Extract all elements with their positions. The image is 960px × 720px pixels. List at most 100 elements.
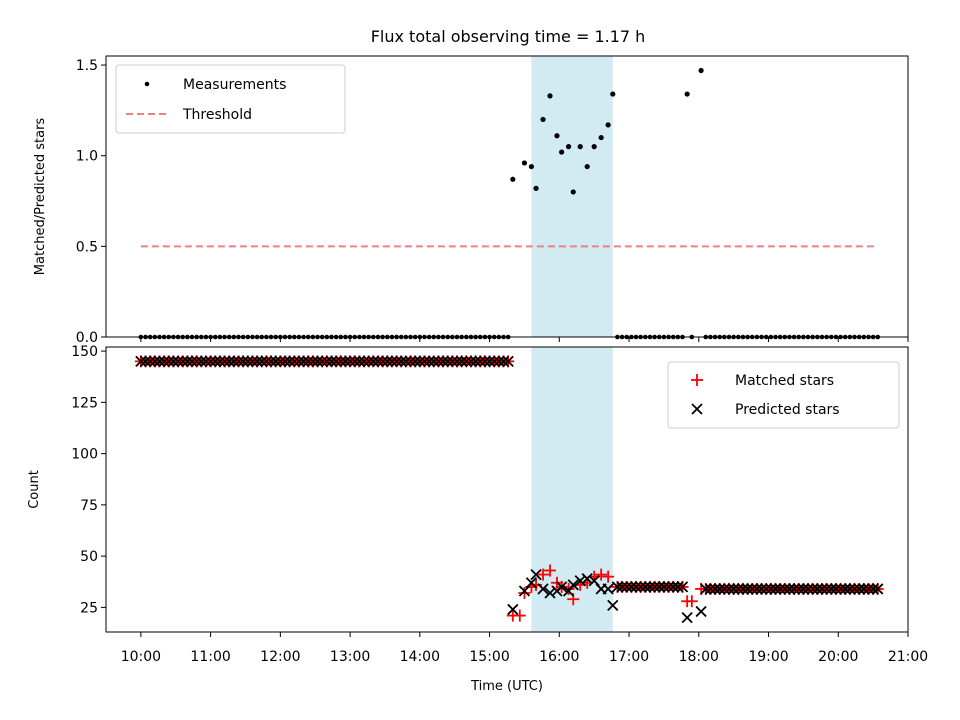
predicted-point bbox=[251, 355, 263, 367]
predicted-point bbox=[525, 577, 538, 589]
predicted-point bbox=[177, 355, 189, 367]
count-y-ticks: 25 50 75 100 125 150 bbox=[71, 344, 106, 616]
predicted-point bbox=[242, 355, 254, 367]
predicted-point bbox=[607, 599, 619, 611]
count-y-tick-label: 100 bbox=[71, 447, 98, 463]
ratio-y-ticks: 0.0 0.5 1.0 1.5 bbox=[76, 58, 106, 346]
predicted-point bbox=[265, 355, 277, 367]
ratio-x-ticks bbox=[140, 337, 909, 342]
measurement-point bbox=[547, 93, 553, 99]
predicted-point bbox=[423, 355, 435, 367]
predicted-point bbox=[700, 583, 712, 595]
measurement-point bbox=[521, 160, 528, 166]
predicted-point bbox=[648, 581, 661, 593]
predicted-point bbox=[135, 355, 147, 367]
measurement-point bbox=[598, 134, 604, 141]
ratio-y-tick-label: 0.5 bbox=[76, 239, 98, 255]
predicted-point bbox=[616, 581, 628, 593]
predicted-point bbox=[270, 355, 282, 367]
predicted-point bbox=[844, 583, 856, 595]
count-legend-box bbox=[667, 361, 900, 429]
time-x-tick-label: 14:00 bbox=[400, 649, 440, 665]
predicted-point bbox=[544, 587, 556, 599]
predicted-point bbox=[344, 355, 356, 367]
count-panel: 25 50 75 100 125 150 10:00 11:00 12:00 13:00 14:0… bbox=[27, 344, 928, 694]
predicted-point bbox=[737, 583, 749, 595]
predicted-point bbox=[200, 355, 212, 367]
matched-point bbox=[685, 595, 698, 608]
predicted-point bbox=[723, 583, 735, 595]
predicted-point bbox=[779, 583, 791, 595]
predicted-point bbox=[418, 355, 431, 367]
predicted-point bbox=[830, 583, 842, 595]
predicted-point bbox=[139, 355, 152, 367]
count-y-tick-label: 125 bbox=[71, 395, 98, 411]
predicted-point bbox=[807, 583, 819, 595]
count-axes-frame bbox=[105, 346, 909, 633]
predicted-point bbox=[167, 355, 180, 367]
predicted-point bbox=[574, 575, 586, 587]
predicted-point bbox=[765, 583, 777, 595]
predicted-point bbox=[209, 355, 221, 367]
predicted-point bbox=[432, 355, 445, 367]
predicted-point bbox=[228, 355, 240, 367]
predicted-point bbox=[621, 581, 633, 593]
measurement-point bbox=[510, 176, 516, 182]
predicted-point bbox=[497, 355, 510, 367]
count-legend: Matched stars Predicted stars bbox=[667, 361, 900, 429]
predicted-point bbox=[802, 583, 814, 595]
measurement-point bbox=[570, 189, 576, 195]
predicted-point bbox=[274, 355, 286, 367]
matched-point bbox=[513, 609, 526, 622]
predicted-point bbox=[653, 581, 665, 593]
predicted-point bbox=[751, 583, 763, 595]
legend-matched-marker bbox=[691, 374, 703, 386]
matched-point bbox=[518, 587, 531, 600]
predicted-point bbox=[602, 583, 614, 595]
predicted-point bbox=[681, 612, 693, 624]
predicted-point bbox=[153, 355, 166, 367]
predicted-point bbox=[741, 583, 754, 595]
measurement-point bbox=[554, 133, 560, 139]
count-y-axis-label: Count bbox=[27, 470, 42, 509]
predicted-point bbox=[144, 355, 156, 367]
predicted-point bbox=[755, 583, 768, 595]
ratio-axes-frame bbox=[105, 55, 909, 338]
predicted-point bbox=[555, 581, 568, 593]
predicted-point bbox=[644, 581, 656, 593]
predicted-point bbox=[811, 583, 823, 595]
time-x-tick-label: 19:00 bbox=[748, 649, 788, 665]
predicted-point bbox=[839, 583, 851, 595]
predicted-point bbox=[797, 583, 810, 595]
legend-measurements-label: Measurements bbox=[183, 77, 286, 93]
predicted-point bbox=[567, 579, 579, 591]
predicted-point bbox=[672, 581, 684, 593]
matched-point bbox=[595, 568, 608, 581]
predicted-point bbox=[293, 355, 305, 367]
count-y-tick-label: 75 bbox=[80, 498, 98, 514]
legend-predicted-marker bbox=[691, 403, 703, 415]
predicted-point bbox=[581, 573, 593, 585]
measurement-point bbox=[566, 144, 572, 150]
predicted-point bbox=[437, 355, 449, 367]
predicted-point bbox=[353, 355, 366, 367]
predicted-point bbox=[507, 603, 519, 616]
time-x-tick-label: 21:00 bbox=[888, 649, 928, 665]
predicted-point bbox=[381, 355, 393, 367]
measurement-point bbox=[610, 91, 616, 97]
matched-point bbox=[544, 564, 557, 577]
measurement-point bbox=[540, 116, 546, 123]
predicted-point bbox=[732, 583, 744, 595]
time-x-ticks: 10:00 11:00 12:00 13:00 14:00 15:00 16:00 17:00… bbox=[121, 632, 928, 665]
chart-title: Flux total observing time = 1.17 h bbox=[371, 27, 646, 46]
predicted-point bbox=[307, 355, 319, 367]
predicted-star-points bbox=[135, 355, 884, 624]
predicted-point bbox=[246, 355, 259, 367]
predicted-point bbox=[728, 583, 740, 595]
predicted-point bbox=[195, 355, 207, 367]
ratio-legend-box bbox=[115, 64, 346, 134]
predicted-point bbox=[409, 355, 421, 367]
predicted-point bbox=[163, 355, 175, 367]
predicted-point bbox=[428, 355, 440, 367]
predicted-point bbox=[451, 355, 463, 367]
